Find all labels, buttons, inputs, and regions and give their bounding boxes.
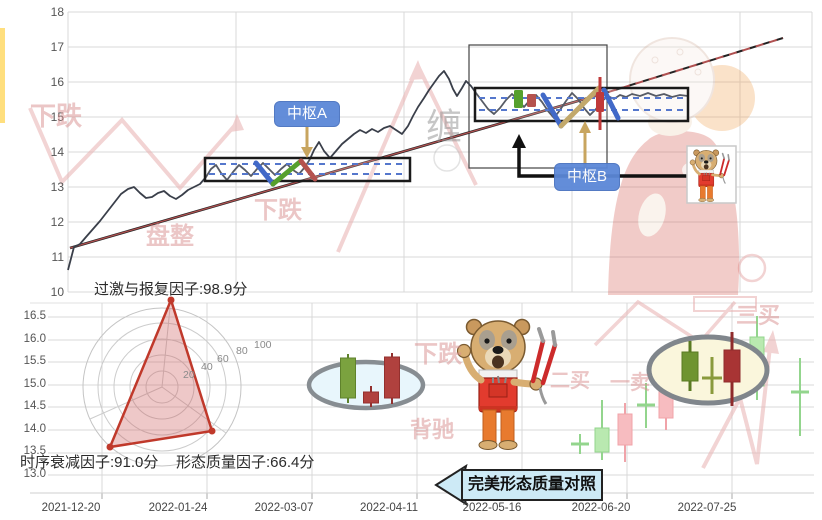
mini-bar xyxy=(596,92,604,112)
candle-body xyxy=(594,427,610,453)
radar-vertex-dot xyxy=(106,443,114,451)
mascot-pocket xyxy=(488,383,508,398)
pivot-b-arrowhead xyxy=(579,121,591,133)
helmet-spot xyxy=(694,68,702,76)
radar-spoke xyxy=(161,307,171,388)
yellow-edge-strip xyxy=(0,28,5,123)
radar-spoke xyxy=(89,386,163,420)
pocket-tool xyxy=(504,376,507,384)
mascot-eye xyxy=(506,338,512,344)
helmet-spot xyxy=(651,56,659,64)
annotation-arrows xyxy=(301,121,688,178)
candle-body xyxy=(617,413,633,446)
mini-bar xyxy=(527,94,536,107)
trend-line-dashed xyxy=(601,37,784,95)
candles-dark-layer xyxy=(340,332,741,407)
candle-body xyxy=(723,349,741,383)
watermark-rect xyxy=(693,296,757,312)
radar-ring xyxy=(145,370,179,404)
mascots-layer xyxy=(434,145,737,507)
mascot-belt xyxy=(479,406,517,411)
mascot-leg xyxy=(482,409,497,443)
radar-ring xyxy=(113,338,211,436)
chan-logo-circle xyxy=(433,144,461,172)
mascot-nose xyxy=(492,346,504,354)
pen-segment xyxy=(558,85,602,129)
watermark-circle xyxy=(737,253,767,283)
candle-body xyxy=(681,351,699,382)
mascot-foot xyxy=(478,440,498,450)
pivot-b-selection-rect xyxy=(468,44,608,169)
watermark-zigzag xyxy=(593,299,737,347)
pen-segment xyxy=(298,158,318,182)
pocket-tool xyxy=(497,375,500,384)
watermark-arrowhead xyxy=(763,330,779,354)
radar-polygon xyxy=(106,296,216,451)
mini-bar xyxy=(514,90,523,108)
radar-ring xyxy=(82,307,242,467)
mascot-watermark-hands xyxy=(638,193,666,237)
radar-ring xyxy=(129,354,195,420)
pliers-handle xyxy=(530,338,546,384)
radar-vertex-dot xyxy=(208,427,216,435)
price-line xyxy=(67,70,689,271)
pliers-jaw xyxy=(551,330,557,347)
trend-line-dashed-red xyxy=(601,37,784,95)
mascot-mouth xyxy=(492,355,504,369)
pivot-b-callout-arrow xyxy=(517,144,688,178)
mascot-leg xyxy=(500,409,515,443)
helmet-spot xyxy=(676,48,684,56)
pen-segment xyxy=(270,158,304,187)
watermark-shapes-layer xyxy=(28,60,779,469)
pliers-jaw xyxy=(537,327,545,343)
pen-segment xyxy=(540,92,564,129)
actual-pattern-ellipse xyxy=(646,334,770,406)
callout-box xyxy=(461,469,603,501)
pliers-spring xyxy=(538,387,548,405)
pen-segment xyxy=(601,87,621,121)
watermark-zigzag-arrow xyxy=(701,337,773,469)
price-chart-layer xyxy=(67,37,784,271)
mascot-eye xyxy=(484,338,490,344)
pivot-a-arrowhead xyxy=(301,147,313,158)
candle-body xyxy=(363,391,379,404)
candle-body xyxy=(340,357,356,399)
pen-segment xyxy=(253,160,276,187)
radar-vertex-dot xyxy=(167,296,175,304)
mascot-bear-with-pliers xyxy=(456,318,558,450)
radar-chart xyxy=(82,296,242,467)
radar-spoke xyxy=(161,386,227,434)
watermark-zigzag-arrow xyxy=(28,107,238,192)
radar-triangle xyxy=(107,296,214,449)
trend-line-red xyxy=(69,93,603,249)
mascot-watermark-disc xyxy=(689,65,755,131)
pivot-b-callout-arrowhead xyxy=(512,134,526,148)
mascot-foot xyxy=(498,440,518,450)
candle-body xyxy=(384,356,400,399)
watermark-arrowhead xyxy=(230,114,244,132)
watermark-line xyxy=(416,65,478,186)
pliers-handle xyxy=(540,342,558,386)
mascot-fist xyxy=(456,343,472,359)
